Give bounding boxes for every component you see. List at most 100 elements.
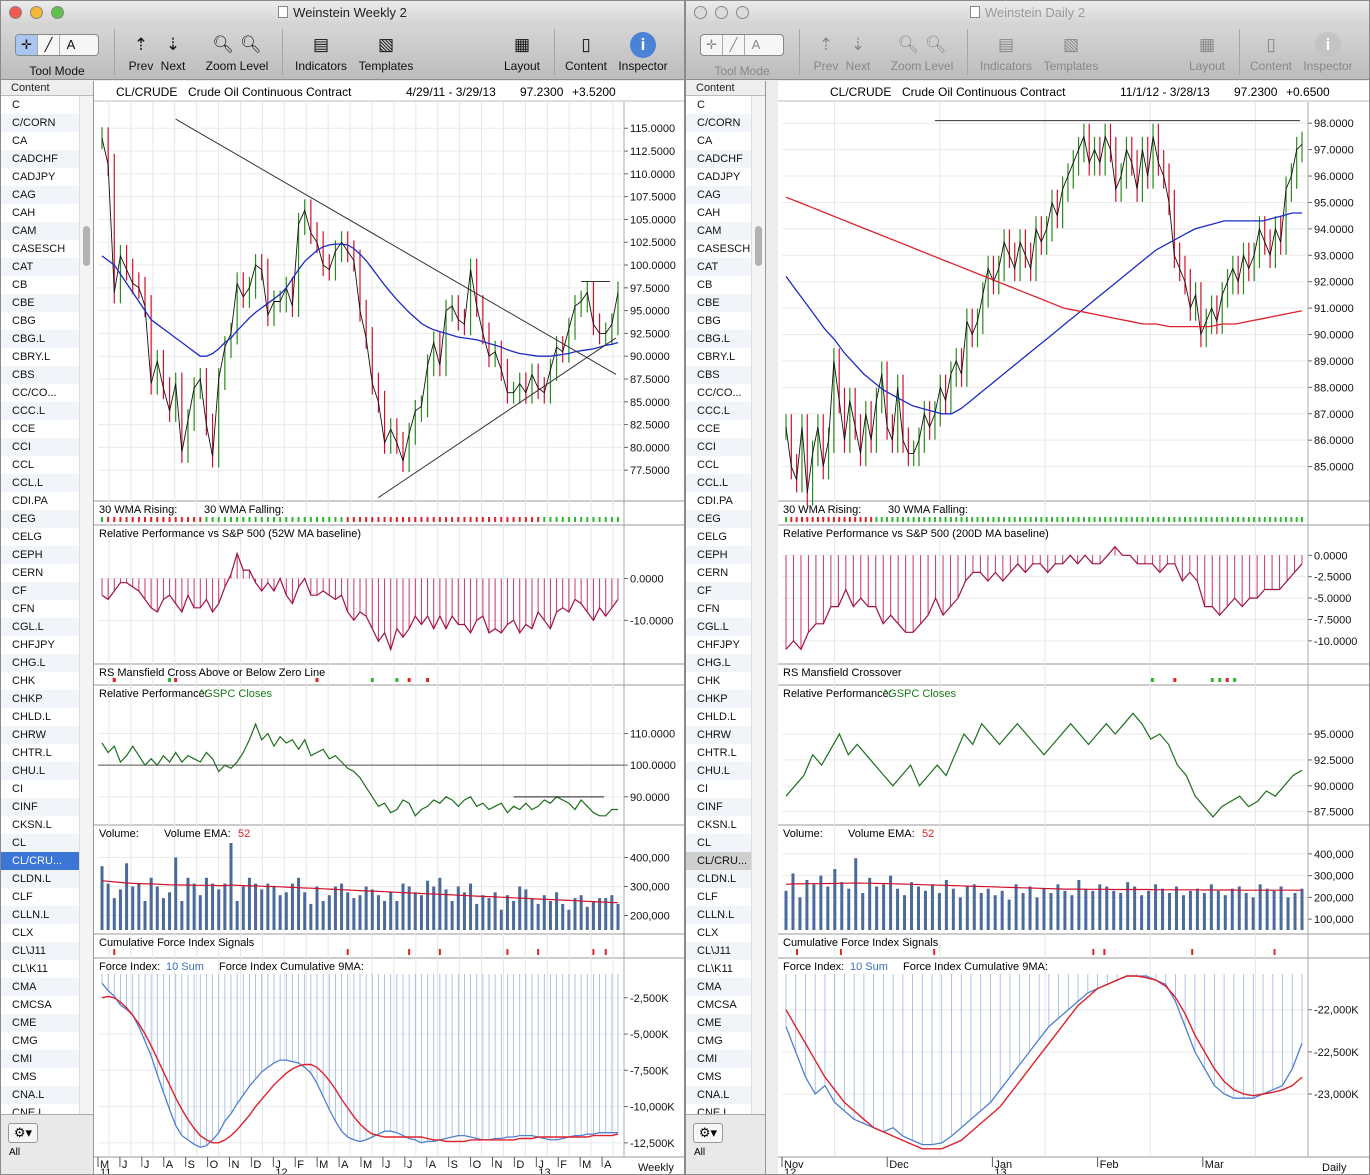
sidebar-item[interactable]: CBG.L [1, 330, 79, 348]
content-button[interactable]: ▯ Content [1248, 31, 1294, 73]
sidebar-item[interactable]: CMG [12, 1035, 38, 1047]
sidebar-item[interactable]: CEPH [686, 546, 751, 564]
sidebar-item[interactable]: CBE [686, 294, 751, 312]
sidebar-item[interactable]: CHTR.L [697, 747, 737, 759]
sidebar-item[interactable]: CERN [697, 567, 729, 579]
sidebar-item[interactable]: CHKP [686, 690, 751, 708]
sidebar-item[interactable]: CBS [686, 366, 751, 384]
sidebar-item[interactable]: CADJPY [12, 171, 56, 183]
zoom-window-button[interactable] [736, 6, 749, 19]
layout-button[interactable]: ▦ Layout [1184, 31, 1230, 73]
sidebar-item[interactable]: CCI [686, 438, 751, 456]
sidebar-item[interactable]: CHK [697, 675, 721, 687]
sidebar-item[interactable]: CHTR.L [12, 747, 52, 759]
sidebar-item[interactable]: CHRW [1, 726, 79, 744]
sidebar-item[interactable]: CMA [686, 978, 751, 996]
sidebar-item[interactable]: CCI [1, 438, 79, 456]
chart-area[interactable]: CL/CRUDE Crude Oil Continuous Contract 11/… [778, 81, 1369, 1174]
sidebar-item[interactable]: CHRW [686, 726, 751, 744]
sidebar-item[interactable]: CL [686, 834, 751, 852]
sidebar-item[interactable]: CASESCH [697, 243, 751, 255]
chart-area[interactable]: CL/CRUDE Crude Oil Continuous Contract 4/2… [94, 81, 684, 1174]
zoom-out-icon[interactable]: 🔍︎ [897, 35, 919, 54]
sidebar-item[interactable]: CL [1, 834, 79, 852]
sidebar-item[interactable]: CLF [12, 891, 33, 903]
sidebar-item[interactable]: CAG [1, 186, 79, 204]
sidebar-item[interactable]: CELG [697, 531, 727, 543]
sidebar-item[interactable]: CHK [12, 675, 36, 687]
next-button[interactable]: ⇣ Next [158, 31, 188, 73]
sidebar-item[interactable]: CNE.L [12, 1107, 45, 1114]
sidebar-item[interactable]: CAM [1, 222, 79, 240]
sidebar-item[interactable]: CLF [697, 891, 718, 903]
zoom-in-icon[interactable]: 🔍︎ [925, 35, 947, 54]
sidebar-item[interactable]: CBE [1, 294, 79, 312]
sidebar-item[interactable]: CL\J11 [686, 942, 751, 960]
sidebar-item[interactable]: CBG [697, 315, 721, 327]
sidebar-item[interactable]: CMG [697, 1035, 723, 1047]
sidebar-item[interactable]: CFN [697, 603, 720, 615]
sidebar-item[interactable]: CCC.L [1, 402, 79, 420]
sidebar-item[interactable]: CMI [686, 1050, 751, 1068]
sidebar-scrollbar[interactable] [751, 96, 765, 1114]
sidebar-item[interactable]: CMS [697, 1071, 722, 1083]
close-window-button[interactable] [694, 6, 707, 19]
zoom-level-control[interactable]: 🔍︎ 🔍︎ Zoom Level [204, 31, 270, 73]
sidebar-item[interactable]: CI [12, 783, 23, 795]
sidebar-item[interactable]: CLLN.L [1, 906, 79, 924]
prev-button[interactable]: ⇡ Prev [812, 31, 840, 73]
sidebar-item[interactable]: CGL.L [1, 618, 79, 636]
sidebar-item[interactable]: CHG.L [686, 654, 751, 672]
tool-mode-control[interactable]: ✛ ╱ A Tool Mode [15, 31, 99, 78]
sidebar-item[interactable]: CMCSA [12, 999, 52, 1011]
symbol-list[interactable]: C C/CORN CA CADCHF CADJPY CAG CAH CAM CASESCH CAT… [686, 96, 751, 1114]
sidebar-item[interactable]: CINF [1, 798, 79, 816]
line-tool-icon[interactable]: ╱ [723, 35, 745, 55]
minimize-window-button[interactable] [30, 6, 43, 19]
gear-icon[interactable]: ⚙▾ [8, 1123, 38, 1143]
sidebar-item[interactable]: CBRY.L [12, 351, 51, 363]
sidebar-item[interactable]: CME [686, 1014, 751, 1032]
layout-button[interactable]: ▦ Layout [499, 31, 545, 73]
sidebar-item[interactable]: CEG [686, 510, 751, 528]
sidebar-item[interactable]: CL\K11 [697, 963, 733, 975]
sidebar-item[interactable]: CNE.L [697, 1107, 730, 1114]
sidebar-item[interactable]: CLDN.L [1, 870, 79, 888]
sidebar-item[interactable]: CI [697, 783, 708, 795]
zoom-in-icon[interactable]: 🔍︎ [240, 35, 262, 54]
sidebar-item[interactable]: CHFJPY [697, 639, 740, 651]
text-tool-icon[interactable]: A [66, 37, 76, 52]
sidebar-item[interactable]: CEPH [1, 546, 79, 564]
sidebar-item[interactable]: CHLD.L [697, 711, 737, 723]
sidebar-item[interactable]: CHKP [1, 690, 79, 708]
indicators-button[interactable]: ▤ Indicators [977, 31, 1035, 73]
sidebar-item[interactable]: CDI.PA [12, 495, 48, 507]
close-window-button[interactable] [9, 6, 22, 19]
sidebar-item[interactable]: CDI.PA [697, 495, 733, 507]
sidebar-item[interactable]: CAG [686, 186, 751, 204]
sidebar-item[interactable]: CEG [1, 510, 79, 528]
sidebar-item[interactable]: CHU.L [686, 762, 751, 780]
sidebar-item[interactable]: CMS [12, 1071, 37, 1083]
templates-button[interactable]: ▧ Templates [1041, 31, 1101, 73]
sidebar-item[interactable]: CME [1, 1014, 79, 1032]
sidebar-item[interactable]: CC/CO... [12, 387, 57, 399]
crosshair-tool-icon[interactable]: ✛ [701, 35, 723, 55]
sidebar-item[interactable]: CINF [686, 798, 751, 816]
sidebar-item[interactable]: CCE [12, 423, 36, 435]
sidebar-item[interactable]: CHFJPY [12, 639, 55, 651]
sidebar-item[interactable]: CNA.L [686, 1086, 751, 1104]
sidebar-item[interactable]: CCC.L [686, 402, 751, 420]
sidebar-item[interactable]: CAH [697, 207, 721, 219]
sidebar-item[interactable]: CCE [697, 423, 721, 435]
text-tool-icon[interactable]: A [751, 37, 761, 52]
all-filter-label[interactable]: All [9, 1147, 21, 1158]
prev-button[interactable]: ⇡ Prev [127, 31, 155, 73]
sidebar-scrollbar[interactable] [79, 96, 93, 1114]
sidebar-item[interactable]: CA [12, 135, 28, 147]
sidebar-item[interactable]: CC/CO... [697, 387, 742, 399]
sidebar-item[interactable]: CF [1, 582, 79, 600]
symbol-list[interactable]: C C/CORN CA CADCHF CADJPY CAG CAH CAM CASESCH CAT… [1, 96, 79, 1114]
all-filter-label[interactable]: All [694, 1147, 706, 1158]
sidebar-item[interactable]: C [697, 99, 705, 111]
